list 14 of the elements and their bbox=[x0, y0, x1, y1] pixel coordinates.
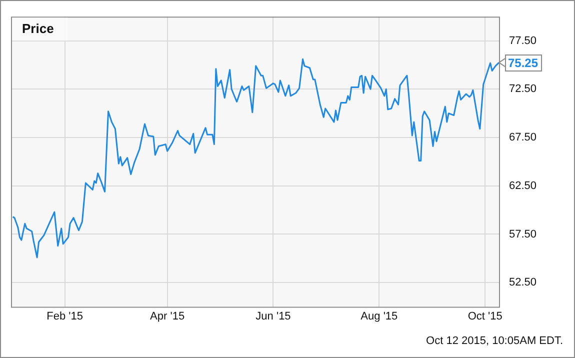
text: Oct 12 2015, 10:05AM EDT. bbox=[426, 335, 563, 348]
x-tick-label: Jun '15 bbox=[256, 310, 291, 322]
y-tick-label: 77.50 bbox=[509, 34, 537, 47]
y-tick-label: 67.50 bbox=[509, 132, 537, 144]
y-tick-label: 72.50 bbox=[509, 83, 537, 96]
y-tick-label: 57.50 bbox=[509, 228, 537, 240]
y-tick-label: 52.50 bbox=[509, 276, 537, 289]
y-tick-label: 62.50 bbox=[509, 180, 537, 192]
chart-title: Price bbox=[22, 21, 54, 36]
annotation: 75.25 bbox=[508, 56, 538, 70]
x-tick-label: Aug '15 bbox=[360, 310, 398, 322]
x-tick-label: Feb '15 bbox=[46, 310, 84, 322]
x-tick-label: Apr '15 bbox=[150, 310, 185, 322]
x-tick-label: Oct '15 bbox=[468, 310, 502, 322]
